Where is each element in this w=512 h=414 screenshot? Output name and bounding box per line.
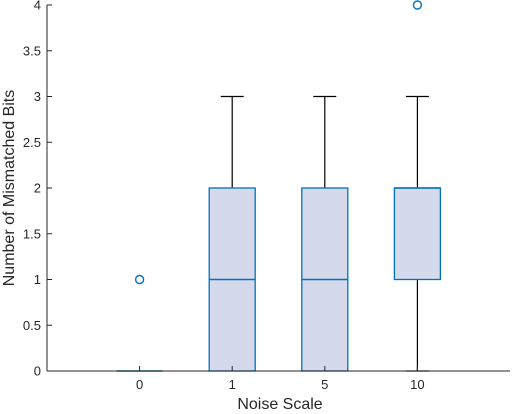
box-0 [116,274,163,372]
y-tick-label: 0 [34,364,41,379]
y-tick-label: 4 [34,0,41,13]
y-tick-label: 3 [34,89,41,104]
x-tick-label: 1 [229,377,236,392]
plot-area [116,0,442,372]
y-axis-label: Number of Mismatched Bits [1,90,18,287]
y-tick-label: 3.5 [23,43,41,58]
y-tick-label: 2 [34,181,41,196]
x-tick-label: 10 [410,377,424,392]
y-tick-label: 1 [34,272,41,287]
y-tick-label: 1.5 [23,226,41,241]
y-tick-label: 0.5 [23,318,41,333]
y-tick-label: 2.5 [23,135,41,150]
x-axis-label: Noise Scale [237,396,322,413]
box-5 [301,95,349,372]
x-tick-label: 0 [136,377,143,392]
axes: 0 0.5 1 1.5 2 2.5 3 3.5 4 0 1 5 10 [23,0,510,392]
box-10 [393,0,442,372]
outlier-point [134,274,145,285]
x-tick-label: 5 [321,377,328,392]
box-1 [208,95,256,372]
outlier-point [412,0,423,10]
box-body [393,187,442,281]
